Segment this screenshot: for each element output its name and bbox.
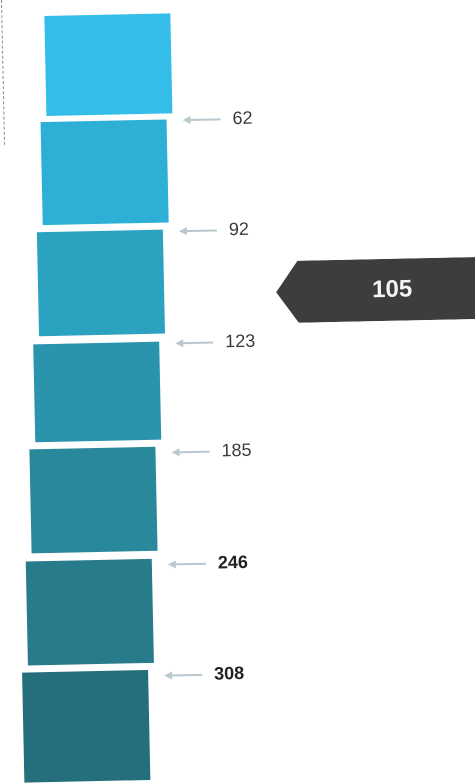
value-label: 308	[213, 662, 245, 684]
color-swatch-6	[25, 558, 154, 666]
value-label: 246	[217, 551, 249, 573]
value-label: 185	[221, 439, 252, 461]
value-label: 92	[228, 218, 250, 240]
value-marker: 246	[167, 551, 249, 575]
color-swatch-1	[44, 13, 173, 116]
pointer-tag-icon	[276, 256, 475, 323]
color-swatch-4	[33, 341, 162, 443]
arrow-left-icon	[171, 447, 210, 456]
color-swatch-2	[40, 119, 169, 226]
arrow-left-icon	[175, 338, 214, 347]
color-swatch-5	[29, 446, 158, 554]
value-label: 123	[224, 330, 256, 352]
value-label: 62	[232, 107, 253, 129]
value-marker: 308	[164, 663, 244, 686]
dashed-cut-line	[0, 0, 6, 145]
reading-indicator: 105	[276, 256, 475, 324]
reading-value: 105	[371, 275, 413, 304]
value-marker: 185	[171, 439, 252, 463]
arrow-left-icon	[167, 559, 206, 568]
value-marker: 92	[178, 218, 250, 241]
color-swatch-3	[36, 229, 166, 337]
color-swatch-7	[22, 669, 151, 783]
arrow-left-icon	[164, 670, 203, 679]
arrow-left-icon	[182, 115, 221, 124]
value-marker: 62	[182, 107, 253, 130]
value-marker: 123	[175, 331, 255, 354]
arrow-left-icon	[178, 226, 217, 235]
